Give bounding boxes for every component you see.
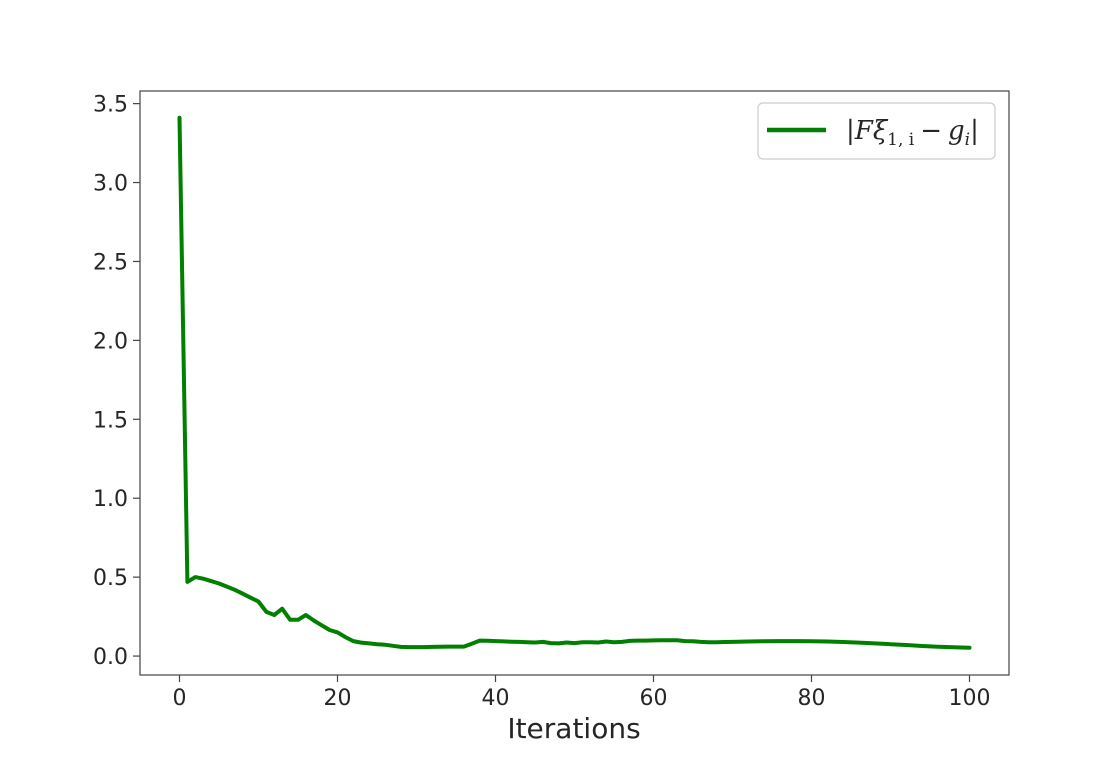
y-tick-label: 2.0	[93, 329, 128, 354]
legend-box	[757, 102, 996, 160]
series-layer	[177, 115, 972, 650]
legend-label-F: F	[854, 116, 874, 146]
y-tick-label: 0.5	[93, 566, 128, 591]
legend-label-subscript-1i: 1, i	[887, 130, 915, 150]
y-axis: 0.0 0.5 1.0 1.5 2.0 2.5 3.0 3.5	[93, 93, 140, 670]
legend: |Fξ1, i − gi|	[757, 102, 996, 160]
y-tick-label: 3.5	[93, 93, 128, 118]
x-axis: 0 20 40 60 80 100	[173, 675, 991, 711]
plot-area	[139, 90, 1010, 676]
x-tick-label: 0	[173, 686, 187, 711]
legend-label-xi: ξ	[873, 116, 889, 146]
x-axis-label: Iterations	[507, 712, 640, 745]
y-tick-label: 1.0	[93, 487, 128, 512]
y-tick-label: 2.5	[93, 250, 128, 275]
legend-label-g: g	[948, 116, 965, 146]
legend-entry-label: |Fξ1, i − gi|	[846, 116, 979, 150]
x-tick-label: 100	[949, 686, 991, 711]
legend-label-minus: −	[920, 116, 942, 146]
y-tick-label: 3.0	[93, 172, 128, 197]
y-tick-label: 1.5	[93, 408, 128, 433]
x-tick-label: 40	[482, 686, 510, 711]
legend-label-subscript-i: i	[965, 130, 970, 150]
series-line	[177, 115, 972, 650]
x-tick-label: 80	[798, 686, 826, 711]
x-tick-label: 20	[324, 686, 352, 711]
x-tick-label: 60	[640, 686, 668, 711]
y-tick-label: 0.0	[93, 645, 128, 670]
